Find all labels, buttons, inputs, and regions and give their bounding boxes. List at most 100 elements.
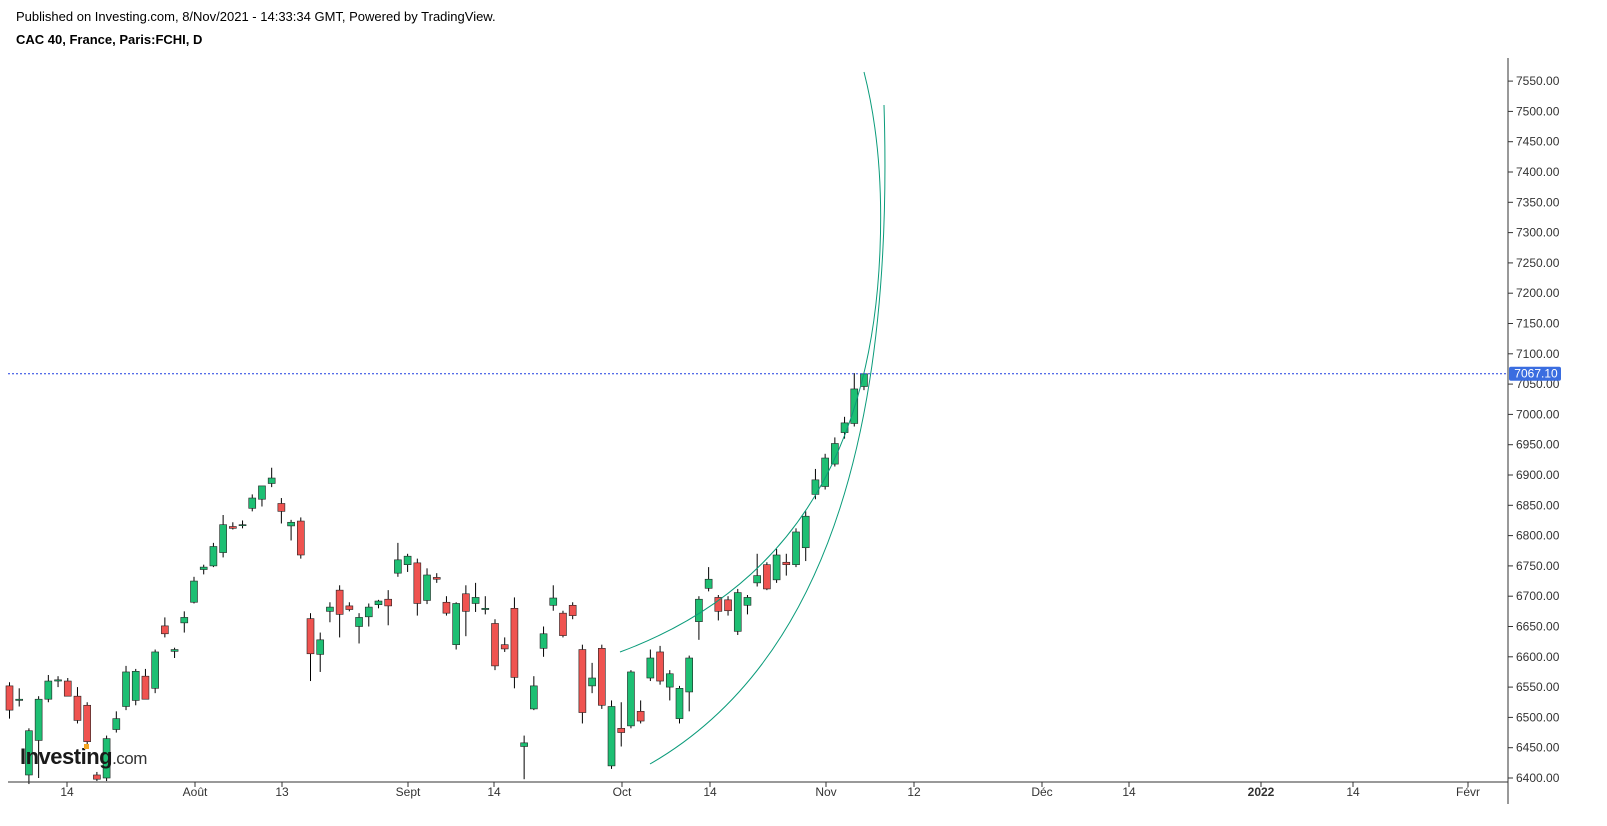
y-tick-label: 6400.00 — [1516, 771, 1560, 785]
y-tick-label: 6700.00 — [1516, 589, 1560, 603]
candle — [743, 594, 752, 615]
candle — [831, 437, 839, 467]
candle — [724, 596, 732, 616]
x-tick-label: Oct — [613, 785, 632, 799]
published-caption: Published on Investing.com, 8/Nov/2021 -… — [16, 9, 496, 24]
x-tick-label: 13 — [275, 785, 289, 799]
candle-body — [93, 774, 101, 780]
candle — [83, 702, 91, 747]
arc-lower — [649, 104, 886, 765]
candle — [656, 645, 664, 685]
x-tick-label: Déc — [1031, 785, 1052, 799]
candle — [481, 596, 490, 615]
candle-body — [403, 555, 412, 565]
candle — [25, 728, 33, 785]
candle — [753, 553, 761, 587]
logo-accent — [84, 744, 89, 749]
candle — [248, 494, 257, 512]
candle — [287, 519, 295, 541]
candle — [34, 696, 43, 778]
candle — [54, 676, 62, 688]
candle — [462, 585, 470, 637]
x-tick-label: Nov — [815, 785, 836, 799]
candle — [364, 603, 373, 627]
candle-body — [811, 479, 820, 495]
x-tick-label: 12 — [907, 785, 921, 799]
candle — [122, 665, 130, 711]
candle-body — [248, 497, 257, 509]
candle-body — [374, 600, 383, 605]
candle — [355, 613, 363, 644]
y-tick-label: 6800.00 — [1516, 529, 1560, 543]
candle-body — [151, 651, 159, 689]
candle — [238, 520, 247, 529]
candle — [568, 602, 577, 620]
candle-body — [801, 515, 810, 549]
y-tick-label: 7450.00 — [1516, 135, 1560, 149]
candle-body — [131, 671, 140, 701]
candle — [180, 611, 189, 633]
candle — [491, 619, 499, 671]
candle — [442, 596, 451, 616]
logo-main: Investing — [20, 744, 112, 769]
y-tick-label: 6950.00 — [1516, 438, 1560, 452]
candle — [15, 688, 24, 707]
candle-body — [607, 706, 616, 767]
candle — [258, 485, 266, 507]
candle — [714, 594, 723, 621]
candle-body — [753, 575, 761, 584]
candle-body — [831, 443, 839, 465]
candle-body — [724, 599, 732, 612]
candle-body — [54, 679, 62, 682]
candle-body — [219, 524, 227, 553]
candle — [588, 662, 596, 694]
x-tick-label: Févr — [1456, 785, 1480, 799]
y-tick-label: 7000.00 — [1516, 407, 1560, 421]
candle-body — [5, 685, 14, 711]
chart-title: CAC 40, France, Paris:FCHI, D — [16, 32, 203, 47]
y-tick-label: 7550.00 — [1516, 74, 1560, 88]
candle-body — [588, 677, 596, 687]
candle — [102, 735, 111, 782]
candle-body — [695, 598, 703, 622]
candle — [627, 670, 635, 729]
candle-body — [442, 601, 451, 614]
candle-body — [675, 688, 684, 719]
candle — [675, 685, 684, 724]
x-tick-label: 14 — [1122, 785, 1136, 799]
candle — [384, 590, 392, 626]
candle-body — [656, 651, 664, 682]
candle — [296, 517, 305, 559]
candle-body — [423, 574, 431, 601]
candle — [559, 610, 567, 638]
candle — [190, 576, 198, 604]
candle — [772, 548, 781, 583]
candle-body — [267, 477, 276, 484]
candle-body — [481, 608, 490, 610]
candle — [394, 542, 402, 577]
x-tick-label: 14 — [703, 785, 717, 799]
candle — [578, 644, 587, 724]
candle — [131, 668, 140, 706]
candle-body — [704, 578, 713, 589]
candle-body — [345, 605, 354, 610]
candle — [267, 467, 276, 488]
y-tick-label: 7300.00 — [1516, 226, 1560, 240]
candle-body — [772, 554, 781, 581]
candle-body — [549, 597, 558, 606]
candle — [665, 670, 674, 701]
candle — [549, 585, 558, 611]
candle-body — [763, 564, 771, 590]
logo-suffix: .com — [112, 749, 147, 768]
candle-body — [782, 561, 791, 565]
candle-body — [44, 680, 53, 700]
x-tick-label: Août — [183, 785, 208, 799]
x-tick-label: 14 — [1346, 785, 1360, 799]
candle-body — [277, 503, 286, 512]
candle — [73, 687, 82, 724]
candle — [112, 711, 121, 733]
y-tick-label: 7200.00 — [1516, 286, 1560, 300]
candle — [161, 617, 169, 638]
y-tick-label: 6550.00 — [1516, 680, 1560, 694]
